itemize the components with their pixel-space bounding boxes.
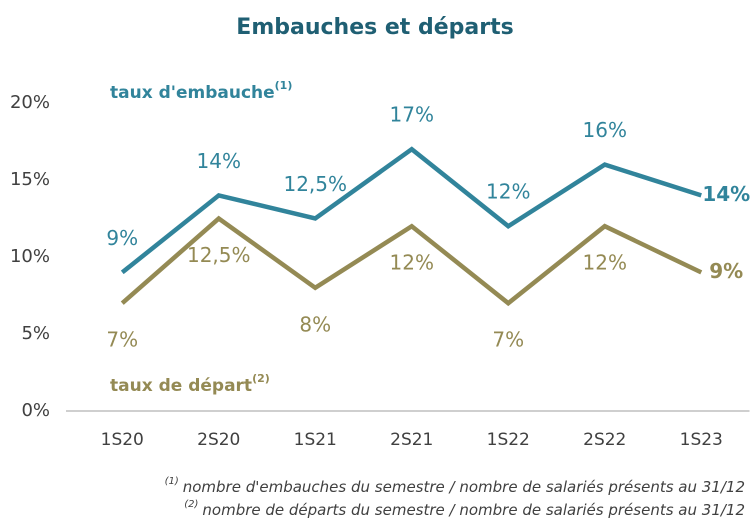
legend-label: taux de départ(2): [110, 372, 270, 396]
data-label: 7%: [106, 328, 138, 352]
legend-sup: (1): [275, 79, 293, 92]
x-tick-label: 1S22: [487, 430, 530, 450]
data-label: 12%: [583, 251, 627, 275]
x-tick-label: 1S20: [101, 430, 144, 450]
data-label: 17%: [390, 103, 434, 127]
series-line: [120, 146, 702, 275]
footnote-text: nombre de départs du semestre / nombre d…: [202, 501, 745, 519]
data-label: 7%: [492, 328, 524, 352]
y-tick-label: 15%: [10, 169, 50, 190]
x-tick-label: 2S20: [197, 430, 240, 450]
legend-name: taux de départ: [110, 376, 252, 396]
footnote-text: nombre d'embauches du semestre / nombre …: [183, 478, 745, 496]
legend-label: taux d'embauche(1): [110, 79, 292, 103]
data-label: 12%: [390, 251, 434, 275]
legend-name: taux d'embauche: [110, 83, 275, 103]
footnote: (2) nombre de départs du semestre / nombr…: [184, 499, 745, 519]
x-tick-label: 1S21: [294, 430, 337, 450]
footnote-marker: (2): [184, 499, 198, 510]
data-label: 16%: [583, 118, 627, 142]
data-label: 12,5%: [283, 172, 347, 196]
y-tick-label: 5%: [21, 323, 50, 344]
footnote-marker: (1): [165, 476, 179, 487]
series-line: [120, 215, 703, 307]
chart-title: Embauches et départs: [236, 15, 513, 40]
data-label: 14%: [702, 182, 750, 206]
data-label: 9%: [709, 259, 743, 283]
data-label: 8%: [299, 312, 331, 336]
y-tick-label: 10%: [10, 246, 50, 267]
legend-sup: (2): [252, 372, 270, 385]
data-label: 9%: [106, 226, 138, 250]
x-tick-label: 2S22: [583, 430, 626, 450]
x-tick-label: 2S21: [390, 430, 433, 450]
y-tick-label: 20%: [10, 92, 50, 113]
data-label: 14%: [197, 149, 241, 173]
data-label: 12,5%: [187, 243, 251, 267]
x-tick-label: 1S23: [680, 430, 723, 450]
data-label: 12%: [486, 180, 530, 204]
y-tick-label: 0%: [21, 400, 50, 421]
footnote: (1) nombre d'embauches du semestre / nomb…: [165, 476, 745, 496]
